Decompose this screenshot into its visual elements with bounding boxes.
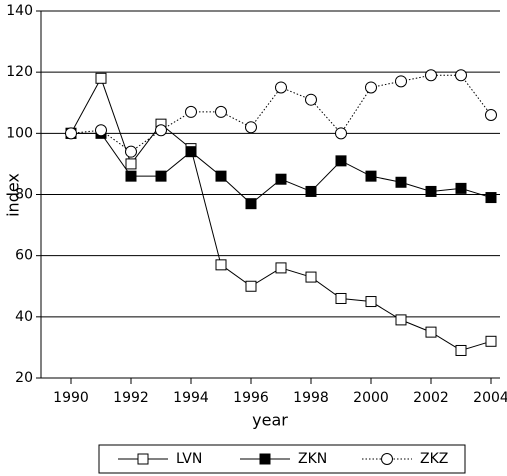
data-point — [155, 124, 167, 137]
data-point — [215, 170, 227, 182]
data-point — [95, 72, 107, 84]
data-point — [365, 296, 377, 308]
data-point — [305, 271, 317, 283]
data-point — [335, 155, 347, 167]
legend-label: ZKZ — [420, 451, 448, 467]
y-tick-label: 80 — [15, 187, 33, 203]
y-tick-label: 40 — [15, 309, 33, 325]
data-point — [485, 192, 497, 204]
data-point — [425, 326, 437, 338]
data-point — [455, 69, 467, 82]
data-point — [335, 127, 347, 140]
data-point — [425, 69, 437, 82]
legend-label: LVN — [176, 451, 202, 467]
data-point — [125, 170, 137, 182]
x-tick-label: 2000 — [353, 390, 389, 406]
y-axis-label: index — [4, 173, 23, 217]
series-line — [70, 77, 492, 352]
legend-marker — [137, 453, 149, 465]
x-tick-label: 2002 — [413, 390, 449, 406]
data-point — [305, 93, 317, 106]
x-tick-label: 1996 — [233, 390, 269, 406]
data-point — [95, 124, 107, 137]
data-point — [485, 335, 497, 347]
y-tick-label: 140 — [6, 3, 33, 19]
data-point — [125, 158, 137, 170]
legend-marker — [259, 453, 271, 465]
data-point — [365, 81, 377, 94]
data-point — [275, 262, 287, 274]
data-point — [395, 75, 407, 88]
data-point — [155, 170, 167, 182]
data-point — [245, 198, 257, 210]
legend-marker — [381, 453, 393, 465]
data-point — [455, 344, 467, 356]
data-point — [185, 146, 197, 158]
data-point — [215, 259, 227, 271]
legend-label: ZKN — [298, 451, 327, 467]
data-point — [305, 185, 317, 197]
x-tick-label: 1990 — [53, 390, 89, 406]
y-tick-label: 60 — [15, 248, 33, 264]
data-point — [275, 173, 287, 185]
data-point — [395, 314, 407, 326]
data-point — [395, 176, 407, 188]
x-tick-label: 1994 — [173, 390, 209, 406]
data-point — [275, 81, 287, 94]
data-point — [365, 170, 377, 182]
x-tick-label: 1998 — [293, 390, 329, 406]
y-tick-label: 120 — [6, 64, 33, 80]
data-point — [425, 185, 437, 197]
data-point — [335, 292, 347, 304]
x-axis-label: year — [252, 411, 288, 430]
y-tick-label: 100 — [6, 125, 33, 141]
x-tick-label: 1992 — [113, 390, 149, 406]
data-point — [185, 105, 197, 118]
data-point — [125, 145, 137, 158]
x-tick-label: 2004 — [473, 390, 507, 406]
data-point — [245, 280, 257, 292]
data-point — [245, 121, 257, 134]
data-point — [485, 108, 497, 121]
y-tick-label: 20 — [15, 370, 33, 386]
legend-box — [98, 444, 466, 474]
data-point — [455, 182, 467, 194]
data-point — [215, 105, 227, 118]
data-point — [65, 127, 77, 140]
